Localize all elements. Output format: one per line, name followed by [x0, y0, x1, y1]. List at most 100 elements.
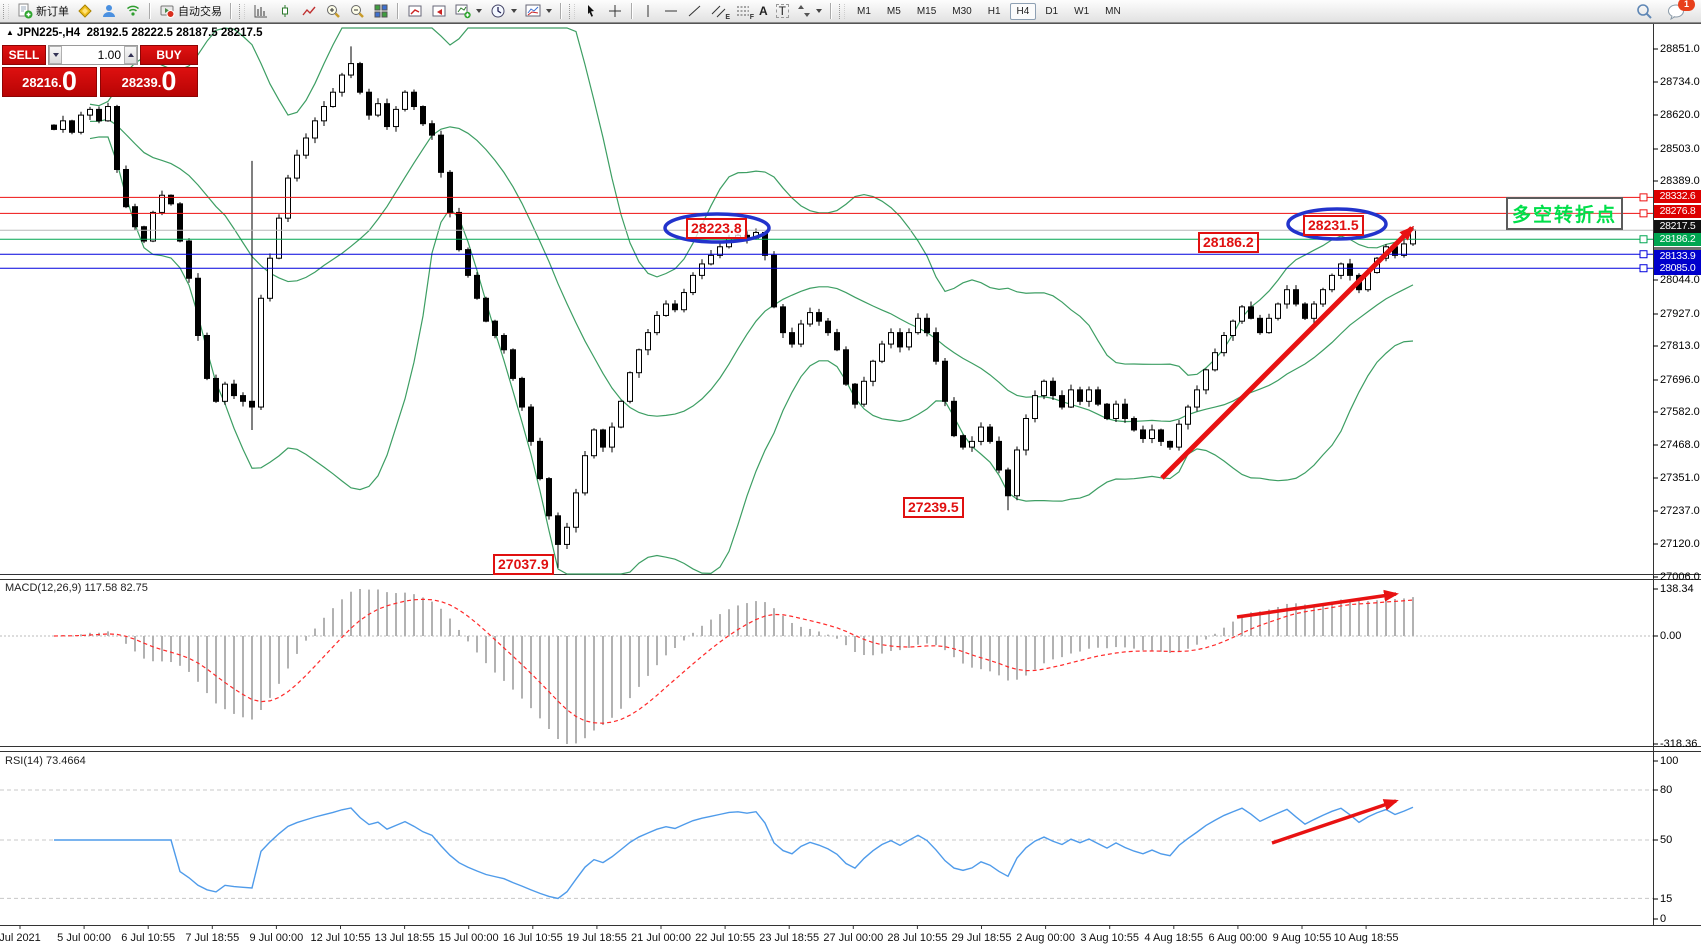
candlestick-chart-button[interactable] — [273, 1, 297, 22]
notifications-button[interactable]: 1 — [1663, 0, 1695, 22]
sell-price[interactable]: 28216. 0 — [2, 67, 97, 97]
price-annotation-box[interactable]: 27239.5 — [903, 497, 964, 518]
sell-button[interactable]: SELL — [2, 45, 46, 65]
timeframe-m15[interactable]: M15 — [916, 5, 937, 17]
period-button[interactable] — [486, 1, 521, 22]
tile-windows-button[interactable] — [369, 1, 393, 22]
macd-label: MACD(12,26,9) 117.58 82.75 — [5, 582, 148, 594]
bollinger-bands — [89, 27, 1414, 575]
toolbar-grip[interactable] — [239, 3, 245, 19]
cursor-icon — [588, 5, 594, 17]
volume-control: 1.00 — [48, 45, 138, 65]
sell-label: SELL — [8, 48, 40, 62]
arrows-tool[interactable] — [793, 1, 826, 22]
symbol-ohlc-text: JPN225-,H4 28192.5 28222.5 28187.5 28217… — [16, 27, 263, 39]
volume-increase-button[interactable] — [124, 46, 137, 64]
cursor-button[interactable] — [579, 1, 603, 22]
bar-chart-icon — [254, 5, 267, 18]
line-chart-button[interactable] — [297, 1, 321, 22]
step-back-button[interactable] — [427, 1, 451, 22]
new-chart-button[interactable] — [451, 1, 486, 22]
price-lines[interactable] — [0, 48, 1658, 929]
symbol-header[interactable]: ▲ JPN225-,H4 28192.5 28222.5 28187.5 2821… — [6, 27, 262, 39]
collapse-icon[interactable]: ▲ — [6, 28, 14, 37]
channel-letter: E — [725, 13, 730, 21]
text-label-tool[interactable]: T — [772, 1, 793, 22]
community-button[interactable] — [97, 1, 121, 22]
zoom-out-button[interactable] — [345, 1, 369, 22]
channel-tool[interactable]: E — [707, 1, 731, 22]
price-annotation-box[interactable]: 28186.2 — [1198, 232, 1259, 253]
timeframe-h1[interactable]: H1 — [987, 5, 1001, 17]
rsi-indicator — [0, 789, 1653, 900]
person-icon — [103, 5, 115, 17]
price-annotation-box[interactable]: 28231.5 — [1303, 215, 1364, 236]
trendline-tool[interactable] — [683, 1, 707, 22]
price-annotation-box[interactable]: 27037.9 — [493, 554, 554, 575]
timeframe-w1[interactable]: W1 — [1074, 5, 1090, 17]
triangle-down-icon — [52, 53, 59, 57]
time-label: 9 Jul 00:00 — [249, 932, 304, 944]
price-tick-label: 28044.0 — [1660, 274, 1700, 286]
one-click-trading-panel: SELL 1.00 BUY 28216. 0 28239. 0 — [2, 44, 198, 97]
price-tick-label: 28389.0 — [1660, 175, 1700, 187]
turning-point-text[interactable]: 多空转折点 — [1506, 197, 1624, 230]
rsi-tick-label: 0 — [1660, 913, 1667, 925]
time-label: 22 Jul 10:55 — [695, 932, 756, 944]
volume-decrease-button[interactable] — [49, 46, 62, 64]
new-order-button[interactable]: 新订单 — [13, 1, 73, 22]
zoom-in-button[interactable] — [321, 1, 345, 22]
new-chart-icon — [455, 4, 471, 19]
buy-button[interactable]: BUY — [140, 45, 198, 65]
price-tick-label: 28734.0 — [1660, 76, 1700, 88]
price-line-label: 28276.8 — [1654, 205, 1701, 218]
buy-price[interactable]: 28239. 0 — [100, 67, 198, 97]
timeframe-d1[interactable]: D1 — [1045, 5, 1059, 17]
auto-trading-label: 自动交易 — [178, 6, 222, 18]
volume-input[interactable]: 1.00 — [97, 48, 121, 62]
signals-button[interactable] — [121, 1, 145, 22]
horizontal-line-tool[interactable] — [659, 1, 683, 22]
bar-chart-button[interactable] — [249, 1, 273, 22]
timeframe-m1[interactable]: M1 — [857, 5, 871, 17]
time-label: 15 Jul 00:00 — [438, 932, 499, 944]
search-button[interactable] — [1631, 1, 1657, 22]
price-tick-label: 27468.0 — [1660, 439, 1700, 451]
chevron-down-icon — [816, 9, 823, 13]
time-label: 9 Aug 10:55 — [1272, 932, 1332, 944]
auto-arrange-button[interactable] — [403, 1, 427, 22]
auto-trading-button[interactable]: 自动交易 — [155, 1, 226, 22]
toolbar-grip[interactable] — [569, 3, 575, 19]
price-tick-label: 27120.0 — [1660, 538, 1700, 550]
timeframe-mn[interactable]: MN — [1105, 5, 1121, 17]
buy-label: BUY — [156, 48, 182, 62]
market-watch-button[interactable] — [73, 1, 97, 22]
time-label: 27 Jul 00:00 — [823, 932, 884, 944]
toolbar-grip[interactable] — [839, 3, 846, 19]
annotation-objects[interactable] — [663, 207, 1415, 845]
timeframe-m30[interactable]: M30 — [952, 5, 972, 17]
text-tool[interactable]: A — [755, 1, 772, 22]
new-order-label: 新订单 — [36, 6, 69, 18]
price-tick-label: 27813.0 — [1660, 340, 1700, 352]
crosshair-button[interactable] — [603, 1, 627, 22]
time-label: 5 Jul 00:00 — [57, 932, 112, 944]
time-label: 28 Jul 10:55 — [887, 932, 948, 944]
buy-price-pips: 0 — [161, 66, 177, 96]
toolbar-grip[interactable] — [3, 3, 9, 19]
buy-price-main: 28239. — [121, 75, 162, 90]
price-line-label: 28217.5 — [1654, 220, 1701, 233]
time-label: 6 Jul 10:55 — [121, 932, 176, 944]
auto-trading-icon — [160, 5, 175, 18]
indicators-button[interactable] — [521, 1, 556, 22]
price-annotation-box[interactable]: 28223.8 — [686, 218, 747, 239]
text-tool-icon: A — [759, 4, 768, 18]
price-line-label — [1654, 247, 1701, 251]
vertical-line-tool[interactable] — [637, 1, 659, 22]
fibonacci-tool[interactable]: F — [731, 1, 755, 22]
price-tick-label: 27006.0 — [1660, 571, 1700, 583]
crosshair-icon — [609, 5, 621, 17]
timeframe-h4[interactable]: H4 — [1009, 2, 1037, 20]
timeframe-m5[interactable]: M5 — [886, 5, 901, 17]
